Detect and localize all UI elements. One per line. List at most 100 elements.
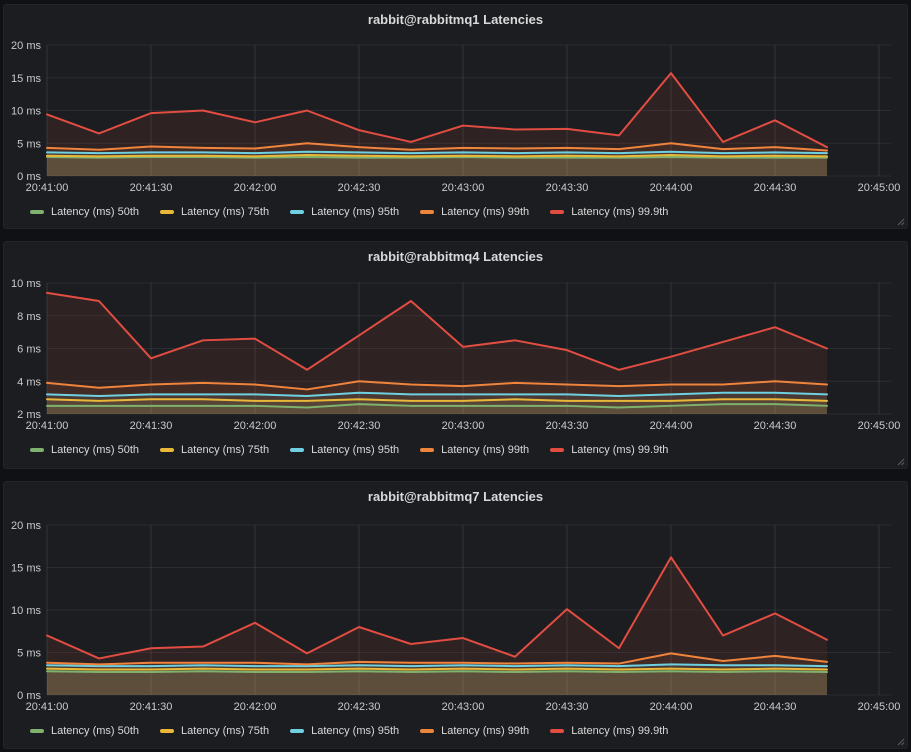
series-line (46, 291, 828, 371)
y-axis-tick-label: 20 ms (11, 520, 41, 532)
y-axis-tick-label: 8 ms (17, 311, 41, 323)
legend-item-label: Latency (ms) 50th (51, 444, 140, 456)
chart-legend: Latency (ms) 50th Latency (ms) 75th Latenc… (30, 443, 689, 457)
legend-item-latency-ms-99.9th[interactable]: Latency (ms) 99.9th (550, 443, 668, 457)
legend-item-latency-ms-99.9th[interactable]: Latency (ms) 99.9th (550, 724, 668, 738)
x-axis-tick-label: 20:44:00 (650, 182, 693, 194)
legend-item-latency-ms-75th[interactable]: Latency (ms) 75th (160, 205, 269, 219)
x-axis-tick-label: 20:42:00 (234, 182, 277, 194)
series-line (46, 142, 828, 152)
legend-item-latency-ms-95th[interactable]: Latency (ms) 95th (290, 443, 399, 457)
panel-title[interactable]: rabbit@rabbitmq4 Latencies (367, 249, 544, 264)
series-line (46, 150, 828, 155)
y-axis-tick-label: 10 ms (11, 106, 41, 118)
x-axis-tick-label: 20:43:30 (546, 182, 589, 194)
x-axis-tick-label: 20:42:30 (338, 701, 381, 713)
y-axis-tick-label: 0 ms (17, 171, 41, 183)
latency-chart-rabbitmq4[interactable]: 2 ms 4 ms 6 ms 8 ms 10 ms 20:41:00 20:41:30 20:… (4, 242, 907, 468)
legend-item-label: Latency (ms) 95th (311, 444, 400, 456)
legend-color-dash-icon (290, 729, 305, 733)
legend-color-dash-icon (160, 448, 175, 452)
x-axis-tick-label: 20:44:00 (650, 701, 693, 713)
legend-color-dash-icon (160, 210, 175, 214)
series-line (46, 670, 828, 674)
series-line (46, 380, 828, 391)
legend-color-dash-icon (30, 729, 44, 733)
series-line (46, 556, 828, 660)
x-axis-tick-label: 20:42:00 (234, 701, 277, 713)
legend-item-latency-ms-99th[interactable]: Latency (ms) 99th (420, 724, 529, 738)
x-axis-tick-label: 20:44:30 (754, 701, 797, 713)
panel-rabbitmq7-latencies: 0 ms 5 ms 10 ms 15 ms 20 ms 20:41:00 20:41:30 2… (3, 481, 908, 749)
chart-legend: Latency (ms) 50th Latency (ms) 75th Latenc… (30, 724, 689, 738)
series-fill (47, 143, 827, 176)
legend-color-dash-icon (420, 729, 435, 733)
panel-title[interactable]: rabbit@rabbitmq1 Latencies (367, 12, 544, 27)
series-line (46, 154, 828, 158)
legend-item-label: Latency (ms) 95th (311, 725, 400, 737)
legend-item-latency-ms-50th[interactable]: Latency (ms) 50th (30, 724, 139, 738)
series-line (46, 663, 828, 668)
y-axis-tick-label: 0 ms (17, 690, 41, 702)
x-axis-tick-label: 20:41:00 (26, 420, 69, 432)
series-line (46, 156, 828, 159)
x-axis-tick-label: 20:41:00 (26, 701, 69, 713)
panel-title[interactable]: rabbit@rabbitmq7 Latencies (367, 489, 544, 504)
x-axis-tick-label: 20:42:30 (338, 182, 381, 194)
x-axis-tick-label: 20:43:00 (442, 701, 485, 713)
legend-item-latency-ms-75th[interactable]: Latency (ms) 75th (160, 724, 269, 738)
x-axis-tick-label: 20:44:00 (650, 420, 693, 432)
panel-resize-handle-icon[interactable] (895, 216, 905, 226)
legend-item-latency-ms-99th[interactable]: Latency (ms) 99th (420, 205, 529, 219)
legend-item-label: Latency (ms) 99th (441, 725, 530, 737)
series-fill (47, 155, 827, 176)
panel-resize-handle-icon[interactable] (895, 736, 905, 746)
y-axis-tick-label: 10 ms (11, 605, 41, 617)
y-axis-tick-label: 5 ms (17, 648, 41, 660)
legend-color-dash-icon (290, 210, 305, 214)
legend-color-dash-icon (420, 210, 435, 214)
legend-item-latency-ms-50th[interactable]: Latency (ms) 50th (30, 443, 139, 457)
y-axis-tick-label: 5 ms (17, 138, 41, 150)
x-axis-tick-label: 20:43:00 (442, 420, 485, 432)
x-axis-tick-label: 20:45:00 (858, 701, 901, 713)
legend-item-label: Latency (ms) 95th (311, 206, 400, 218)
legend-item-latency-ms-99.9th[interactable]: Latency (ms) 99.9th (550, 205, 668, 219)
legend-color-dash-icon (550, 448, 565, 452)
legend-item-label: Latency (ms) 50th (51, 206, 140, 218)
legend-color-dash-icon (290, 448, 305, 452)
y-axis-tick-label: 6 ms (17, 344, 41, 356)
panel-resize-handle-icon[interactable] (895, 456, 905, 466)
series-line (46, 398, 828, 402)
legend-color-dash-icon (550, 210, 565, 214)
legend-item-latency-ms-95th[interactable]: Latency (ms) 95th (290, 724, 399, 738)
legend-item-latency-ms-95th[interactable]: Latency (ms) 95th (290, 205, 399, 219)
legend-color-dash-icon (160, 729, 175, 733)
x-axis-tick-label: 20:42:30 (338, 420, 381, 432)
legend-color-dash-icon (550, 729, 565, 733)
y-axis-tick-label: 15 ms (11, 563, 41, 575)
series-line (46, 667, 828, 671)
legend-item-label: Latency (ms) 99.9th (571, 206, 669, 218)
latency-chart-rabbitmq7[interactable]: 0 ms 5 ms 10 ms 15 ms 20 ms 20:41:00 20:41:30 2… (4, 482, 907, 748)
legend-item-latency-ms-50th[interactable]: Latency (ms) 50th (30, 205, 139, 219)
legend-item-label: Latency (ms) 75th (181, 725, 270, 737)
legend-item-label: Latency (ms) 99.9th (571, 725, 669, 737)
legend-item-latency-ms-99th[interactable]: Latency (ms) 99th (420, 443, 529, 457)
series-fill (47, 73, 827, 176)
legend-item-label: Latency (ms) 99th (441, 206, 530, 218)
series-fill (47, 671, 827, 695)
panel-rabbitmq4-latencies: 2 ms 4 ms 6 ms 8 ms 10 ms 20:41:00 20:41:30 20:… (3, 241, 908, 469)
latency-chart-rabbitmq1[interactable]: 0 ms 5 ms 10 ms 15 ms 20 ms 20:41:00 20:41:30 2… (4, 5, 907, 228)
series-fill (47, 392, 827, 414)
x-axis-tick-label: 20:41:30 (130, 420, 173, 432)
legend-item-latency-ms-75th[interactable]: Latency (ms) 75th (160, 443, 269, 457)
series-line (46, 652, 828, 666)
x-axis-tick-label: 20:44:30 (754, 420, 797, 432)
x-axis-tick-label: 20:43:30 (546, 420, 589, 432)
series-fill (47, 557, 827, 695)
x-axis-tick-label: 20:41:00 (26, 182, 69, 194)
x-axis-tick-label: 20:41:30 (130, 701, 173, 713)
series-fill (47, 157, 827, 176)
